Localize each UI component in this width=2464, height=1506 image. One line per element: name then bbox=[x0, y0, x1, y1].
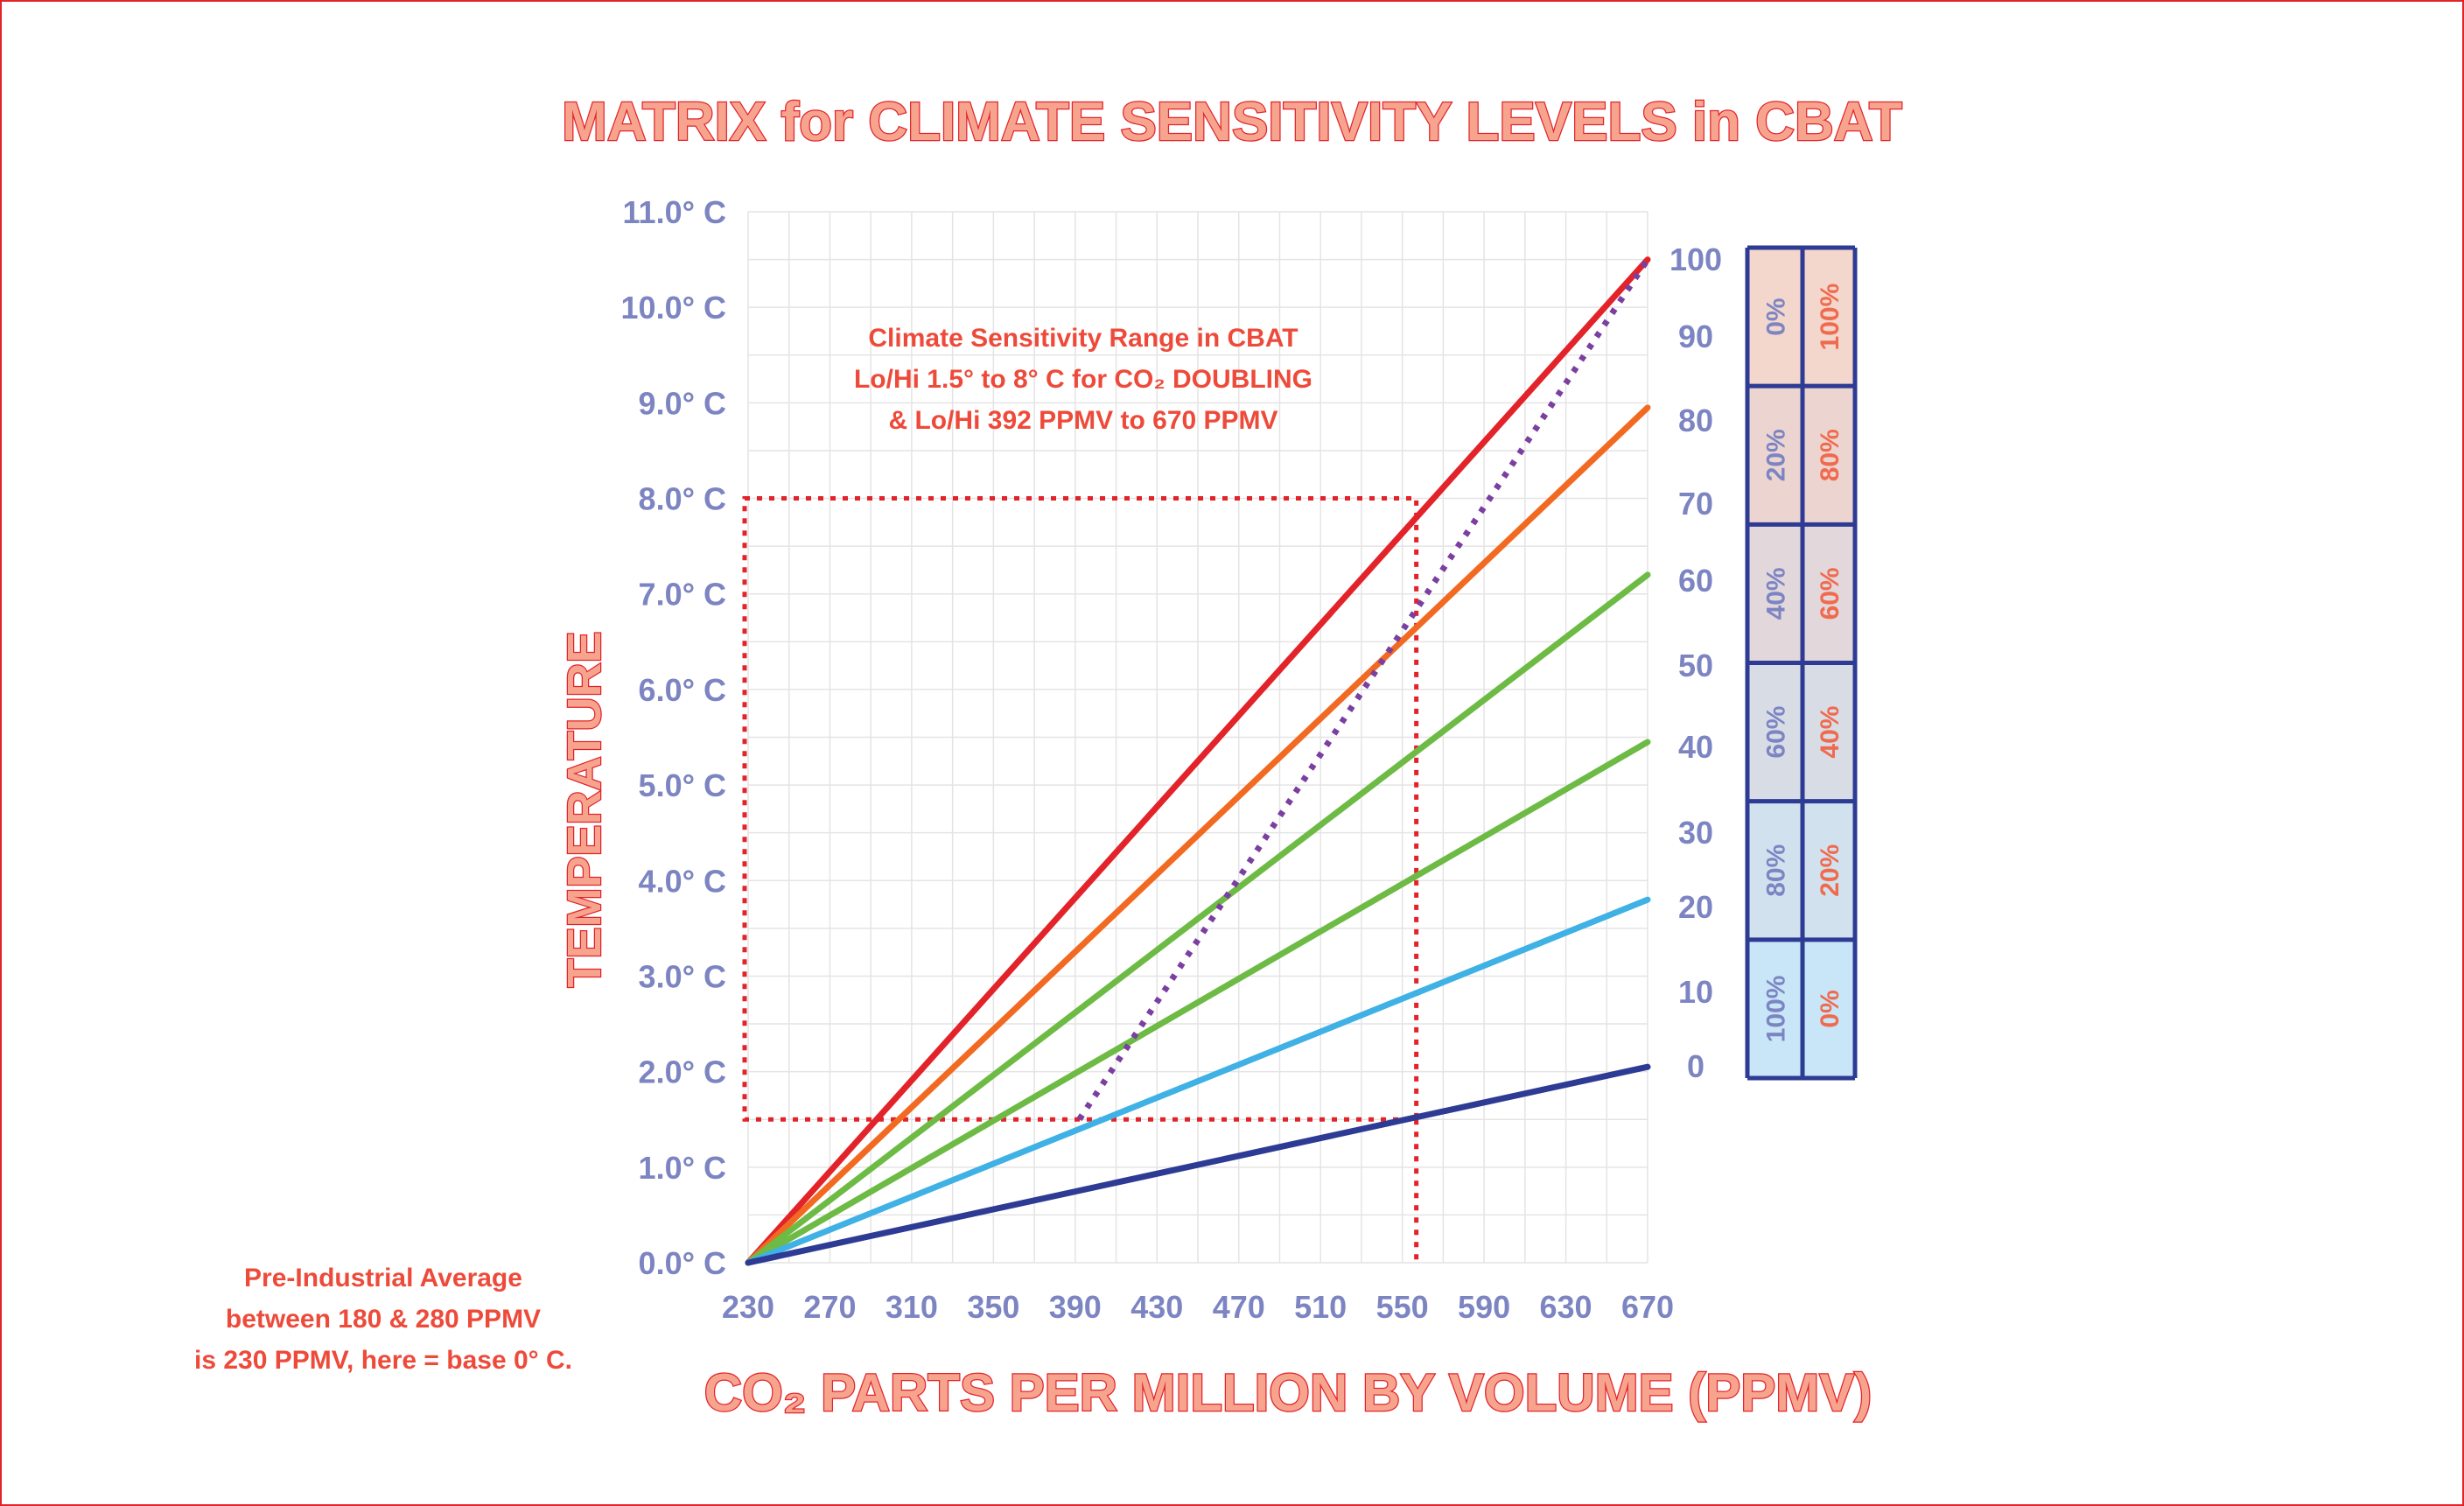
y-tick-label: 0.0° C bbox=[639, 1245, 726, 1281]
series-line-6 bbox=[745, 1063, 1651, 1266]
right-tick-label: 0 bbox=[1687, 1048, 1704, 1084]
footnote-line-3: is 230 PPMV, here = base 0° C. bbox=[194, 1346, 572, 1375]
dotted-red-box bbox=[742, 496, 1419, 1263]
percentage-matrix-table: 0% 100% 20% 80% 40% 60% 60% 40% 80% 20% 100% 0% bbox=[1745, 245, 1858, 1081]
y-tick-label: 9.0° C bbox=[639, 385, 726, 421]
right-tick-label: 30 bbox=[1678, 815, 1713, 851]
y-tick-label: 8.0° C bbox=[639, 481, 726, 517]
matrix-left-value: 20% bbox=[1762, 429, 1791, 481]
right-tick-label: 90 bbox=[1678, 319, 1713, 354]
dotted-red-box-rect bbox=[742, 496, 1419, 1122]
matrix-left-value: 40% bbox=[1762, 567, 1791, 620]
annotation-line-2: Lo/Hi 1.5° to 8° C for CO₂ DOUBLING bbox=[854, 365, 1312, 394]
right-axis-ticks: 0 10 20 30 40 50 60 70 80 90 100 bbox=[1670, 242, 1722, 1084]
x-tick-label: 590 bbox=[1458, 1289, 1510, 1325]
dotted-purple-line bbox=[1076, 257, 1650, 1122]
right-tick-label: 40 bbox=[1678, 729, 1713, 765]
matrix-right-value: 80% bbox=[1816, 429, 1844, 481]
chart-title: MATRIX for CLIMATE SENSITIVITY LEVELS in… bbox=[562, 92, 1902, 152]
footnote-line-1: Pre-Industrial Average bbox=[244, 1264, 522, 1292]
footnote: Pre-Industrial Average between 180 & 280… bbox=[194, 1264, 572, 1375]
right-tick-label: 60 bbox=[1678, 563, 1713, 599]
x-tick-label: 230 bbox=[722, 1289, 774, 1325]
right-tick-label: 100 bbox=[1670, 242, 1722, 277]
matrix-right-value: 20% bbox=[1816, 844, 1844, 897]
series-line-2 bbox=[745, 404, 1651, 1266]
y-tick-label: 3.0° C bbox=[639, 958, 726, 994]
series-line-4 bbox=[745, 739, 1651, 1266]
grid bbox=[747, 211, 1648, 1264]
right-tick-label: 20 bbox=[1678, 889, 1713, 925]
matrix-right-value: 60% bbox=[1816, 567, 1844, 620]
right-tick-label: 80 bbox=[1678, 403, 1713, 438]
annotation-box: Climate Sensitivity Range in CBAT Lo/Hi … bbox=[854, 324, 1312, 435]
x-axis-ticks: 230 270 310 350 390 430 470 510 550 590 630 670 bbox=[722, 1289, 1674, 1325]
matrix-left-value: 0% bbox=[1762, 298, 1791, 335]
x-tick-label: 630 bbox=[1540, 1289, 1592, 1325]
series-lines bbox=[745, 256, 1651, 1266]
x-tick-label: 670 bbox=[1621, 1289, 1674, 1325]
footnote-line-2: between 180 & 280 PPMV bbox=[226, 1305, 541, 1334]
matrix-right-value: 100% bbox=[1816, 284, 1844, 351]
x-tick-label: 430 bbox=[1130, 1289, 1183, 1325]
y-tick-label: 2.0° C bbox=[639, 1054, 726, 1090]
x-tick-label: 390 bbox=[1049, 1289, 1102, 1325]
y-tick-label: 6.0° C bbox=[639, 672, 726, 708]
series-line-5 bbox=[745, 896, 1651, 1266]
y-tick-label: 4.0° C bbox=[639, 863, 726, 899]
x-tick-label: 470 bbox=[1213, 1289, 1265, 1325]
matrix-right-value: 40% bbox=[1816, 706, 1844, 759]
matrix-left-value: 60% bbox=[1762, 706, 1791, 759]
x-tick-label: 550 bbox=[1376, 1289, 1429, 1325]
y-tick-label: 7.0° C bbox=[639, 577, 726, 613]
matrix-right-value: 0% bbox=[1816, 990, 1844, 1027]
y-tick-label: 5.0° C bbox=[639, 767, 726, 803]
x-tick-label: 270 bbox=[803, 1289, 856, 1325]
annotation-line-3: & Lo/Hi 392 PPMV to 670 PPMV bbox=[888, 406, 1278, 435]
series-line-1 bbox=[745, 256, 1651, 1266]
x-tick-label: 310 bbox=[886, 1289, 938, 1325]
matrix-left-value: 100% bbox=[1762, 976, 1791, 1043]
x-tick-label: 510 bbox=[1294, 1289, 1347, 1325]
right-tick-label: 70 bbox=[1678, 486, 1713, 522]
annotation-line-1: Climate Sensitivity Range in CBAT bbox=[868, 324, 1298, 353]
y-tick-label: 10.0° C bbox=[621, 290, 726, 326]
y-axis-label: TEMPERATURE bbox=[558, 631, 611, 987]
y-axis-ticks: 0.0° C 1.0° C 2.0° C 3.0° C 4.0° C 5.0° C 6.0°… bbox=[621, 194, 726, 1281]
y-tick-label: 1.0° C bbox=[639, 1150, 726, 1186]
matrix-left-value: 80% bbox=[1762, 844, 1791, 897]
right-tick-label: 10 bbox=[1678, 974, 1713, 1010]
series-line-3 bbox=[745, 571, 1651, 1266]
y-tick-label: 11.0° C bbox=[623, 194, 726, 230]
x-tick-label: 350 bbox=[967, 1289, 1019, 1325]
x-axis-label: CO₂ PARTS PER MILLION BY VOLUME (PPMV) bbox=[704, 1363, 1872, 1422]
right-tick-label: 50 bbox=[1678, 648, 1713, 683]
